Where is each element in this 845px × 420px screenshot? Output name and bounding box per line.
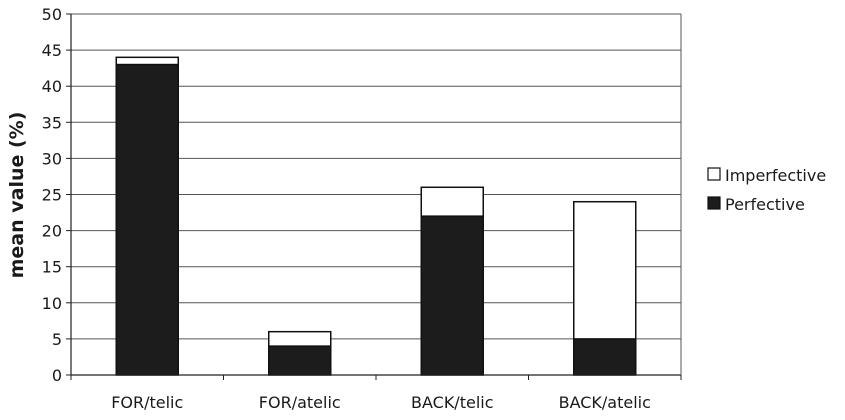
bar-perfective-0 (115, 63, 179, 376)
y-tick-label: 45 (42, 41, 62, 60)
axes (66, 13, 682, 380)
bar-perfective-3 (573, 338, 637, 376)
bars (115, 56, 637, 376)
y-tick-label: 20 (42, 222, 62, 241)
y-tick-label: 35 (42, 113, 62, 132)
x-tick-label: FOR/telic (111, 393, 183, 412)
y-tick-label: 40 (42, 77, 62, 96)
bar-imperfective-2 (420, 186, 484, 217)
bar-imperfective-3 (573, 200, 637, 340)
bar-imperfective-1 (268, 330, 332, 347)
legend-label-perfective: Perfective (725, 195, 805, 214)
y-tick-label: 30 (42, 149, 62, 168)
y-tick-label: 25 (42, 186, 62, 205)
x-tick-label: BACK/telic (411, 393, 494, 412)
y-tick-label: 15 (42, 258, 62, 277)
x-tick-label: BACK/atelic (559, 393, 651, 412)
bar-perfective-2 (420, 215, 484, 376)
legend-swatch-imperfective (707, 167, 721, 181)
legend-label-imperfective: Imperfective (725, 166, 826, 185)
y-tick-labels: 0 5 10 15 20 25 30 35 40 45 50 (42, 5, 62, 385)
y-tick-label: 10 (42, 294, 62, 313)
y-axis-label: mean value (%) (6, 112, 28, 279)
bar-imperfective-0 (115, 56, 179, 66)
y-tick-label: 0 (52, 366, 62, 385)
y-tick-label: 5 (52, 330, 62, 349)
y-tick-label: 50 (42, 5, 62, 24)
x-tick-labels: FOR/telic FOR/atelic BACK/telic BACK/atelic (111, 393, 651, 412)
x-tick-label: FOR/atelic (259, 393, 341, 412)
bar-perfective-1 (268, 345, 332, 376)
legend: Imperfective Perfective (707, 166, 826, 214)
legend-swatch-perfective (707, 196, 721, 210)
